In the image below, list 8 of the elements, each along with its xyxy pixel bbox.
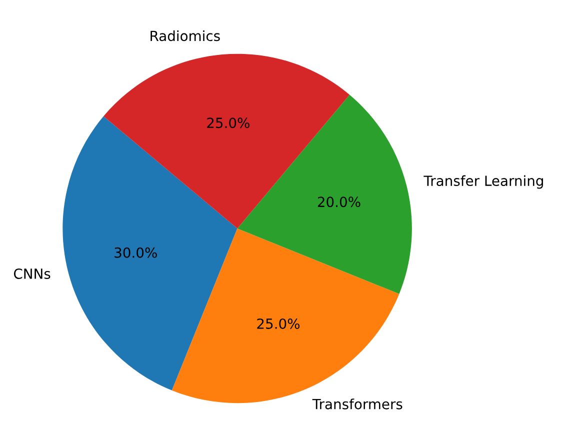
- slice-label: CNNs: [14, 268, 50, 279]
- slice-label: Radiomics: [150, 30, 220, 42]
- data-label: 25.0%: [207, 118, 250, 128]
- data-label: 25.0%: [257, 318, 300, 329]
- data-label: 20.0%: [318, 196, 360, 208]
- data-label: 30.0%: [114, 247, 157, 258]
- slice-label: Transformers: [312, 398, 402, 410]
- slice-label: Transfer Learning: [424, 175, 543, 189]
